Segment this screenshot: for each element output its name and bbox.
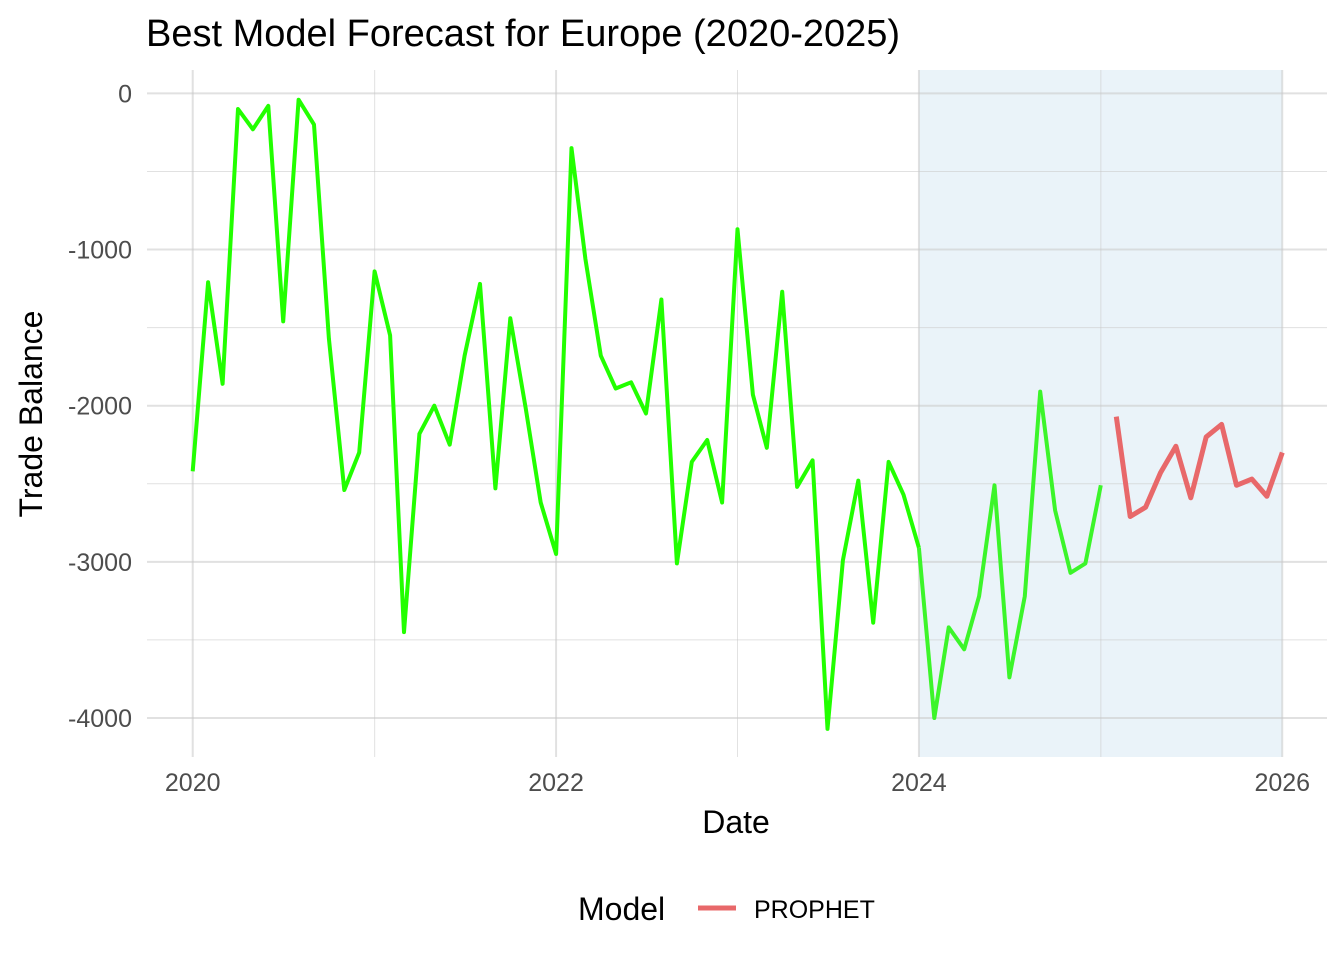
series-line-prophet — [1113, 416, 1285, 519]
legend: Model PROPHET — [578, 891, 875, 927]
x-tick-label: 2020 — [165, 769, 221, 797]
y-axis-title: Trade Balance — [13, 311, 49, 518]
legend-label-prophet: PROPHET — [754, 896, 875, 924]
x-tick-label: 2024 — [891, 769, 947, 797]
x-axis-title: Date — [702, 804, 770, 840]
y-tick-label: -4000 — [68, 705, 132, 733]
y-axis-ticks: 0 -1000 -2000 -3000 -4000 — [68, 80, 132, 733]
series-line-historical — [190, 97, 921, 731]
y-tick-label: 0 — [118, 80, 132, 108]
series-lines — [190, 97, 1285, 731]
x-axis-ticks: 2020 2022 2024 2026 — [165, 769, 1310, 797]
y-tick-label: -2000 — [68, 393, 132, 421]
series-line-actual-in-test-period — [916, 389, 1103, 720]
chart-title: Best Model Forecast for Europe (2020-202… — [146, 13, 900, 55]
x-tick-label: 2022 — [528, 769, 584, 797]
y-tick-label: -3000 — [68, 549, 132, 577]
grid-lines — [147, 70, 1327, 757]
y-tick-label: -1000 — [68, 237, 132, 265]
legend-title: Model — [578, 891, 665, 927]
x-tick-label: 2026 — [1254, 769, 1310, 797]
